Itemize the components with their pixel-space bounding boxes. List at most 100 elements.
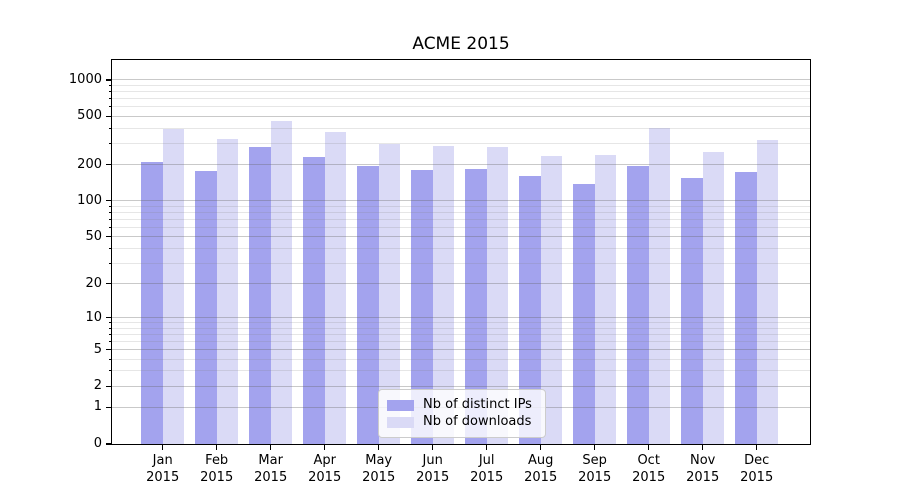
bar-downloads-jan xyxy=(162,128,185,444)
major-gridline xyxy=(112,283,810,285)
legend: Nb of distinct IPs Nb of downloads xyxy=(378,389,546,438)
bar-downloads-may xyxy=(378,144,401,444)
y-tick-label: 100 xyxy=(77,192,102,208)
bar-downloads-nov xyxy=(702,152,725,444)
x-tick xyxy=(594,444,596,450)
bar-ips-aug xyxy=(519,175,541,444)
minor-gridline xyxy=(112,211,810,213)
bar-ips-jun xyxy=(411,169,433,444)
y-minor-tick xyxy=(108,106,112,108)
y-tick xyxy=(106,406,112,409)
legend-label-downloads: Nb of downloads xyxy=(423,414,532,429)
legend-item-downloads: Nb of downloads xyxy=(387,414,545,430)
y-minor-tick xyxy=(108,333,112,335)
legend-swatch-downloads xyxy=(387,416,414,428)
x-tick-label: Mar 2015 xyxy=(254,453,288,485)
bar-ips-dec xyxy=(735,171,757,444)
x-tick xyxy=(486,444,488,450)
y-minor-tick xyxy=(108,84,112,86)
bar-downloads-dec xyxy=(756,139,779,444)
y-minor-tick xyxy=(108,247,112,249)
minor-gridline xyxy=(112,322,810,324)
y-tick xyxy=(106,385,112,387)
y-tick-label: 1000 xyxy=(68,71,102,87)
bar-ips-apr xyxy=(303,157,325,444)
bar-ips-jul xyxy=(465,168,487,444)
minor-gridline xyxy=(112,91,810,93)
major-gridline xyxy=(112,349,810,351)
y-minor-tick xyxy=(108,340,112,342)
x-tick-label: Apr 2015 xyxy=(308,453,342,485)
y-tick xyxy=(106,115,112,117)
x-tick-label: Jan 2015 xyxy=(146,453,180,485)
bar-downloads-feb xyxy=(216,138,239,444)
y-tick xyxy=(106,79,112,81)
bar-downloads-apr xyxy=(324,131,347,444)
y-minor-tick xyxy=(108,91,112,93)
y-tick-label: 500 xyxy=(77,108,102,124)
y-tick-label: 2 xyxy=(93,378,102,394)
minor-gridline xyxy=(112,218,810,220)
minor-gridline xyxy=(112,358,810,360)
major-gridline xyxy=(112,164,810,166)
legend-label-distinct-ips: Nb of distinct IPs xyxy=(423,397,532,412)
bar-ips-sep xyxy=(573,183,595,444)
x-tick xyxy=(162,444,164,450)
minor-gridline xyxy=(112,205,810,207)
y-tick-label: 50 xyxy=(85,228,102,244)
minor-gridline xyxy=(112,370,810,372)
minor-gridline xyxy=(112,247,810,249)
y-minor-tick xyxy=(108,142,112,144)
y-tick xyxy=(106,236,112,238)
y-minor-tick xyxy=(108,127,112,129)
x-tick-label: Jun 2015 xyxy=(416,453,450,485)
y-tick xyxy=(106,200,112,202)
y-minor-tick xyxy=(108,226,112,228)
minor-gridline xyxy=(112,84,810,86)
x-tick-label: Jul 2015 xyxy=(470,453,504,485)
y-tick-label: 1 xyxy=(93,399,102,415)
x-tick-label: Sep 2015 xyxy=(578,453,612,485)
minor-gridline xyxy=(112,333,810,335)
major-gridline xyxy=(112,317,810,319)
y-tick xyxy=(106,317,112,319)
x-tick xyxy=(648,444,650,450)
x-tick-label: Oct 2015 xyxy=(632,453,666,485)
y-tick xyxy=(106,348,112,351)
y-tick xyxy=(106,282,112,285)
y-minor-tick xyxy=(108,98,112,100)
chart-title: ACME 2015 xyxy=(412,34,510,54)
y-tick-label: 5 xyxy=(93,341,102,357)
y-minor-tick xyxy=(108,211,112,213)
bar-downloads-jun xyxy=(432,146,455,444)
x-tick-label: May 2015 xyxy=(362,453,396,485)
y-tick-label: 200 xyxy=(77,156,102,172)
minor-gridline xyxy=(112,327,810,329)
y-minor-tick xyxy=(108,370,112,372)
x-tick xyxy=(378,444,380,450)
bar-ips-oct xyxy=(627,165,649,444)
y-tick-label: 20 xyxy=(85,275,102,291)
minor-gridline xyxy=(112,340,810,342)
x-tick-label: Dec 2015 xyxy=(740,453,774,485)
y-minor-tick xyxy=(108,358,112,360)
y-tick-label: 0 xyxy=(93,436,102,451)
y-tick xyxy=(106,163,112,166)
minor-gridline xyxy=(112,127,810,129)
x-tick-label: Feb 2015 xyxy=(200,453,234,485)
minor-gridline xyxy=(112,226,810,228)
minor-gridline xyxy=(112,142,810,144)
y-minor-tick xyxy=(108,327,112,329)
x-tick-label: Aug 2015 xyxy=(524,453,558,485)
y-minor-tick xyxy=(108,205,112,207)
bar-downloads-mar xyxy=(270,120,293,444)
x-tick xyxy=(324,444,326,450)
minor-gridline xyxy=(112,262,810,264)
bar-ips-jan xyxy=(141,161,163,444)
minor-gridline xyxy=(112,106,810,108)
y-minor-tick xyxy=(108,322,112,324)
x-tick xyxy=(270,444,272,450)
major-gridline xyxy=(112,236,810,238)
legend-item-distinct-ips: Nb of distinct IPs xyxy=(387,397,545,413)
